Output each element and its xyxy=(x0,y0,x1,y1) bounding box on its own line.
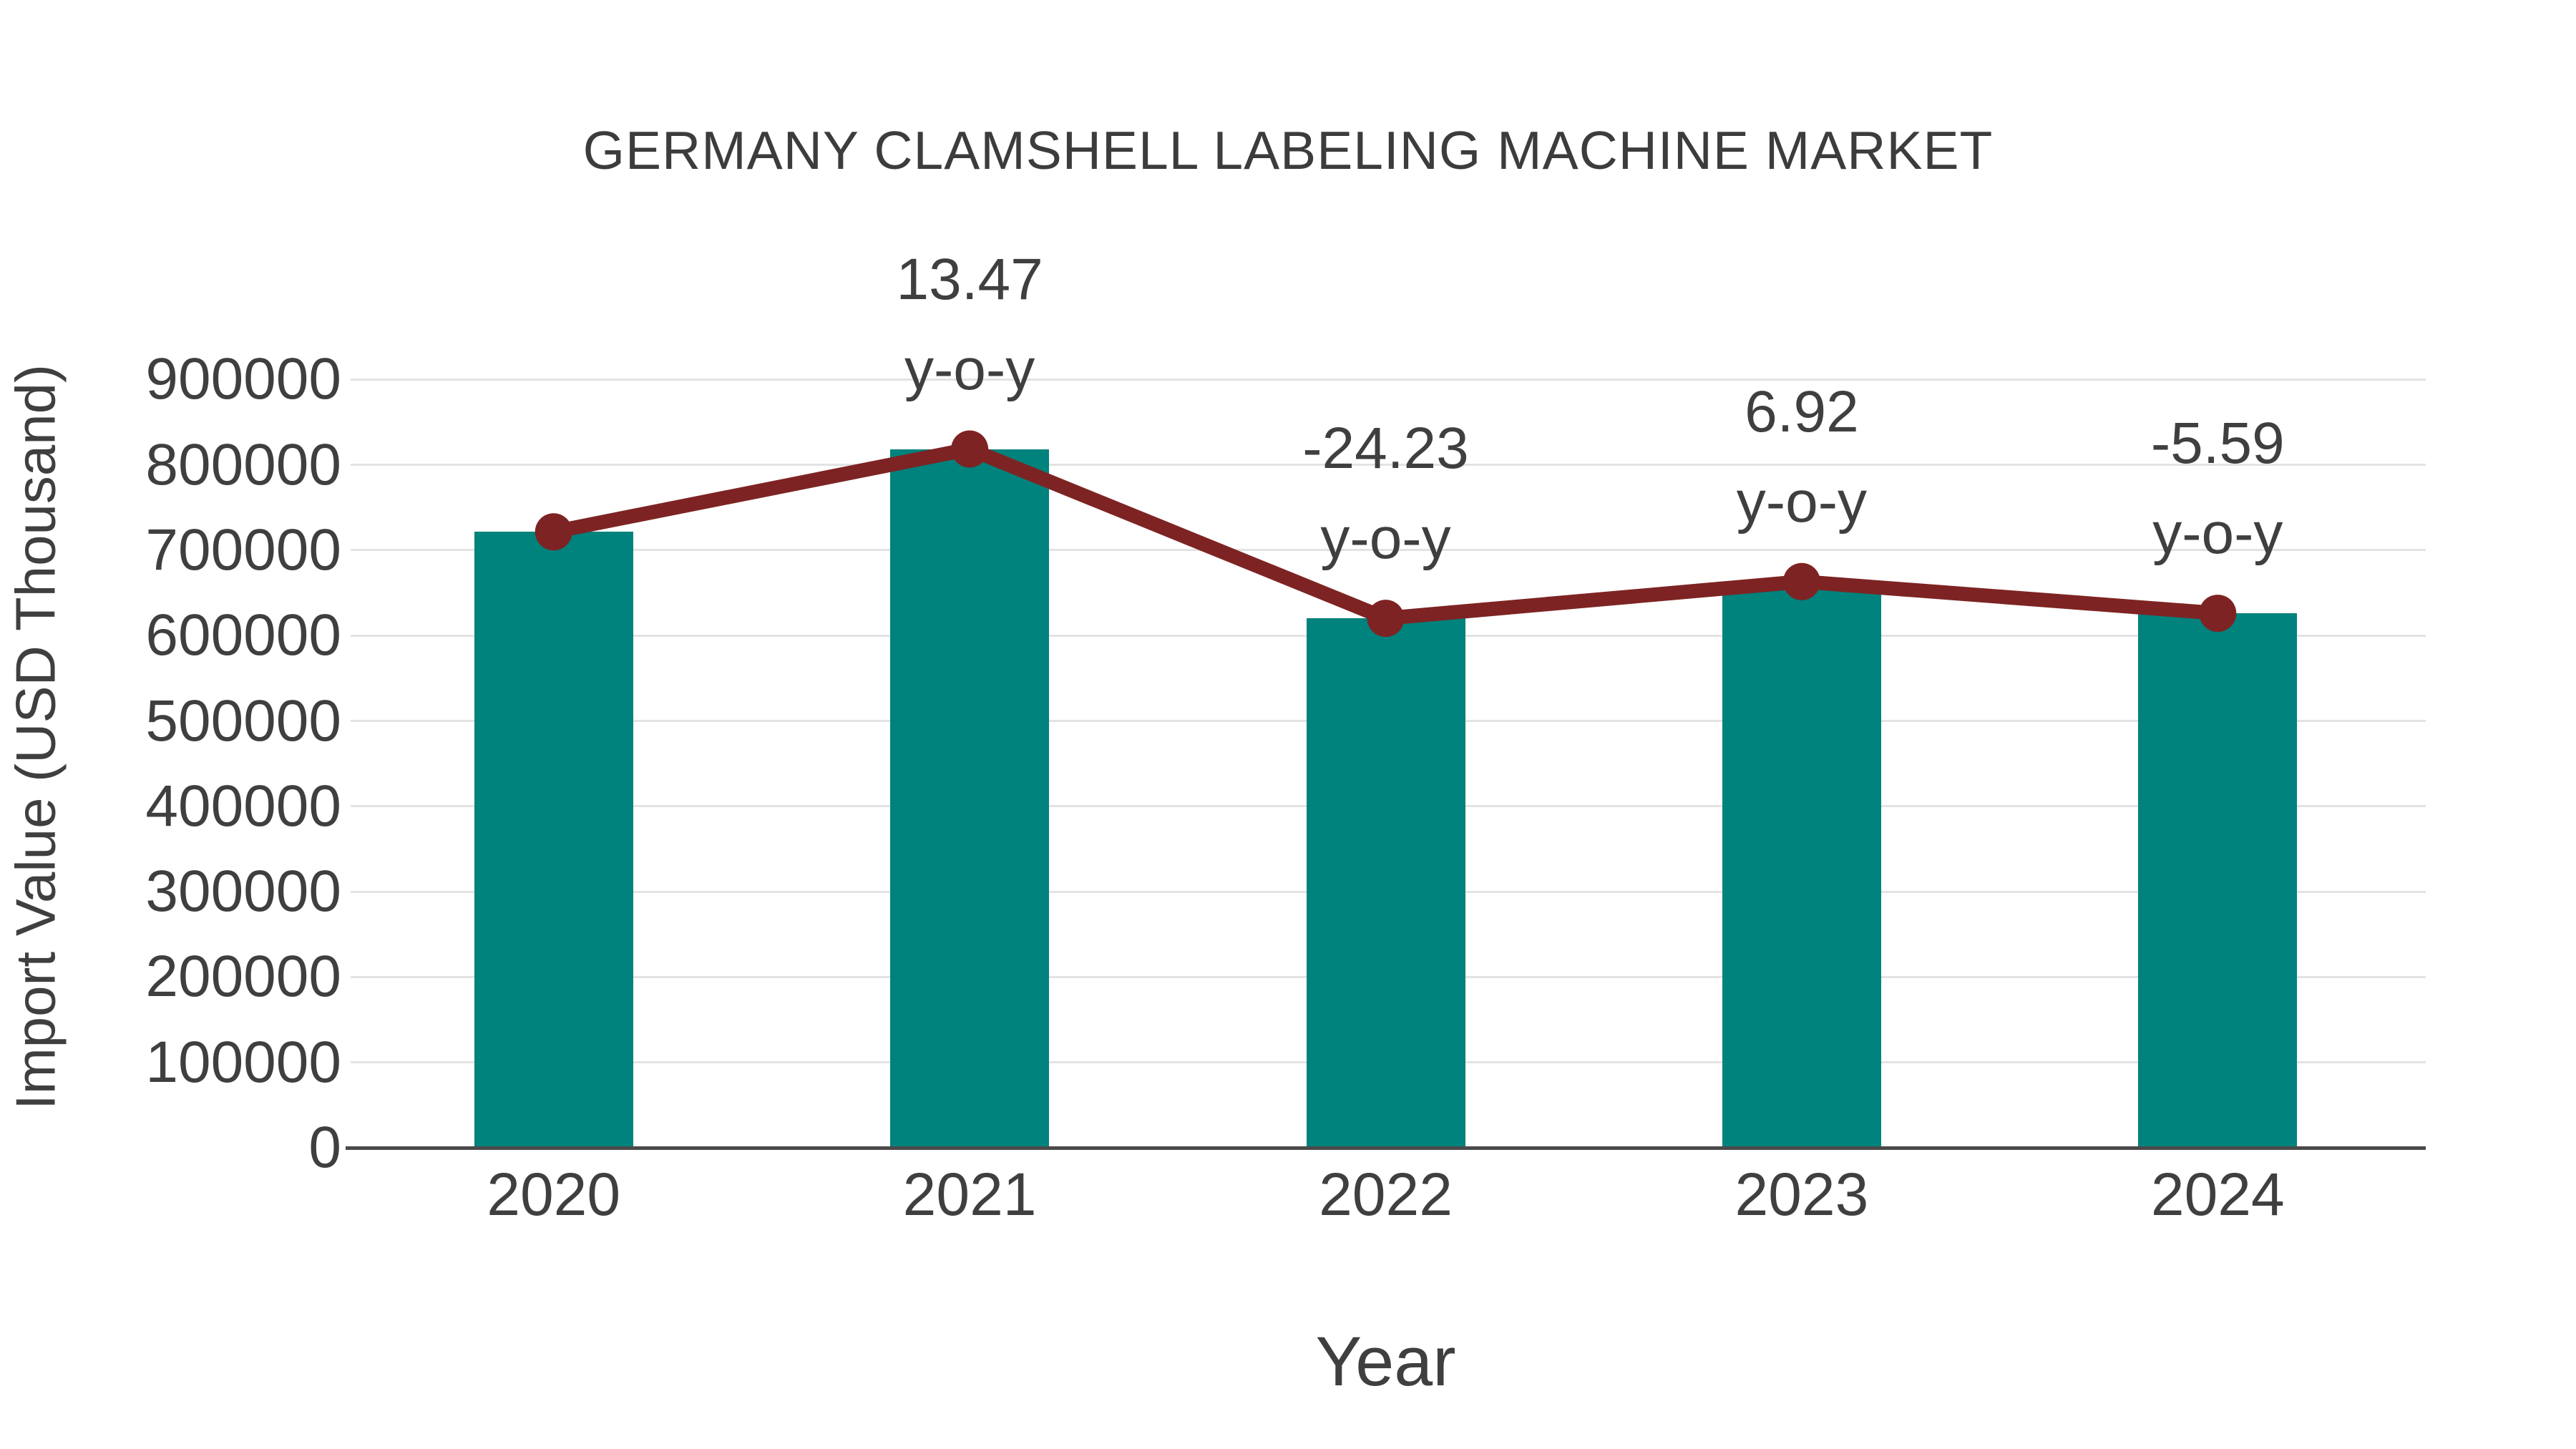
bar-2020 xyxy=(474,532,633,1148)
y-tick-label: 800000 xyxy=(145,431,341,497)
x-tick-label-2023: 2023 xyxy=(1735,1161,1869,1228)
y-tick-label: 600000 xyxy=(145,602,341,668)
bar-2021 xyxy=(890,449,1050,1148)
x-tick-label-2022: 2022 xyxy=(1319,1161,1453,1228)
bar-2024 xyxy=(2138,613,2298,1148)
x-axis-title: Year xyxy=(1315,1322,1456,1400)
y-tick-label: 900000 xyxy=(145,346,341,412)
gridline xyxy=(351,464,2426,467)
yoy-annotation-2023: 6.92 y-o-y xyxy=(1573,367,2031,547)
yoy-unit-label: y-o-y xyxy=(1320,506,1451,572)
y-tick-label: 0 xyxy=(308,1115,341,1180)
yoy-value-label: -24.23 xyxy=(1302,416,1469,482)
y-tick-label: 200000 xyxy=(145,944,341,1010)
yoy-annotation-2024: -5.59 y-o-y xyxy=(1989,399,2446,579)
bar-2023 xyxy=(1722,581,1881,1148)
yoy-annotation-2021: 13.47 y-o-y xyxy=(741,235,1199,415)
x-axis-line xyxy=(346,1146,2426,1150)
y-tick-label: 300000 xyxy=(145,859,341,924)
x-tick-label-2024: 2024 xyxy=(2150,1161,2285,1228)
yoy-unit-label: y-o-y xyxy=(2152,501,2283,567)
yoy-value-label: -5.59 xyxy=(2150,411,2285,477)
data-point-marker-2020 xyxy=(535,513,572,551)
data-point-marker-2024 xyxy=(2199,595,2237,633)
gridline xyxy=(351,378,2426,381)
yoy-unit-label: y-o-y xyxy=(1736,469,1867,535)
gridline xyxy=(351,549,2426,552)
y-tick-label: 500000 xyxy=(145,688,341,753)
y-tick-label: 700000 xyxy=(145,517,341,582)
data-point-marker-2021 xyxy=(951,430,989,468)
yoy-annotation-2022: -24.23 y-o-y xyxy=(1157,404,1615,584)
yoy-value-label: 13.47 xyxy=(896,246,1043,312)
yoy-value-label: 6.92 xyxy=(1745,379,1859,444)
yoy-unit-label: y-o-y xyxy=(904,336,1035,402)
x-tick-label-2020: 2020 xyxy=(487,1161,621,1228)
y-tick-label: 400000 xyxy=(145,773,341,839)
chart-title: GERMANY CLAMSHELL LABELING MACHINE MARKE… xyxy=(582,120,1994,180)
bar-2022 xyxy=(1306,618,1465,1148)
x-tick-label-2021: 2021 xyxy=(902,1161,1037,1228)
data-point-marker-2022 xyxy=(1367,600,1405,638)
data-point-marker-2023 xyxy=(1782,562,1820,600)
y-tick-label: 100000 xyxy=(145,1029,341,1095)
